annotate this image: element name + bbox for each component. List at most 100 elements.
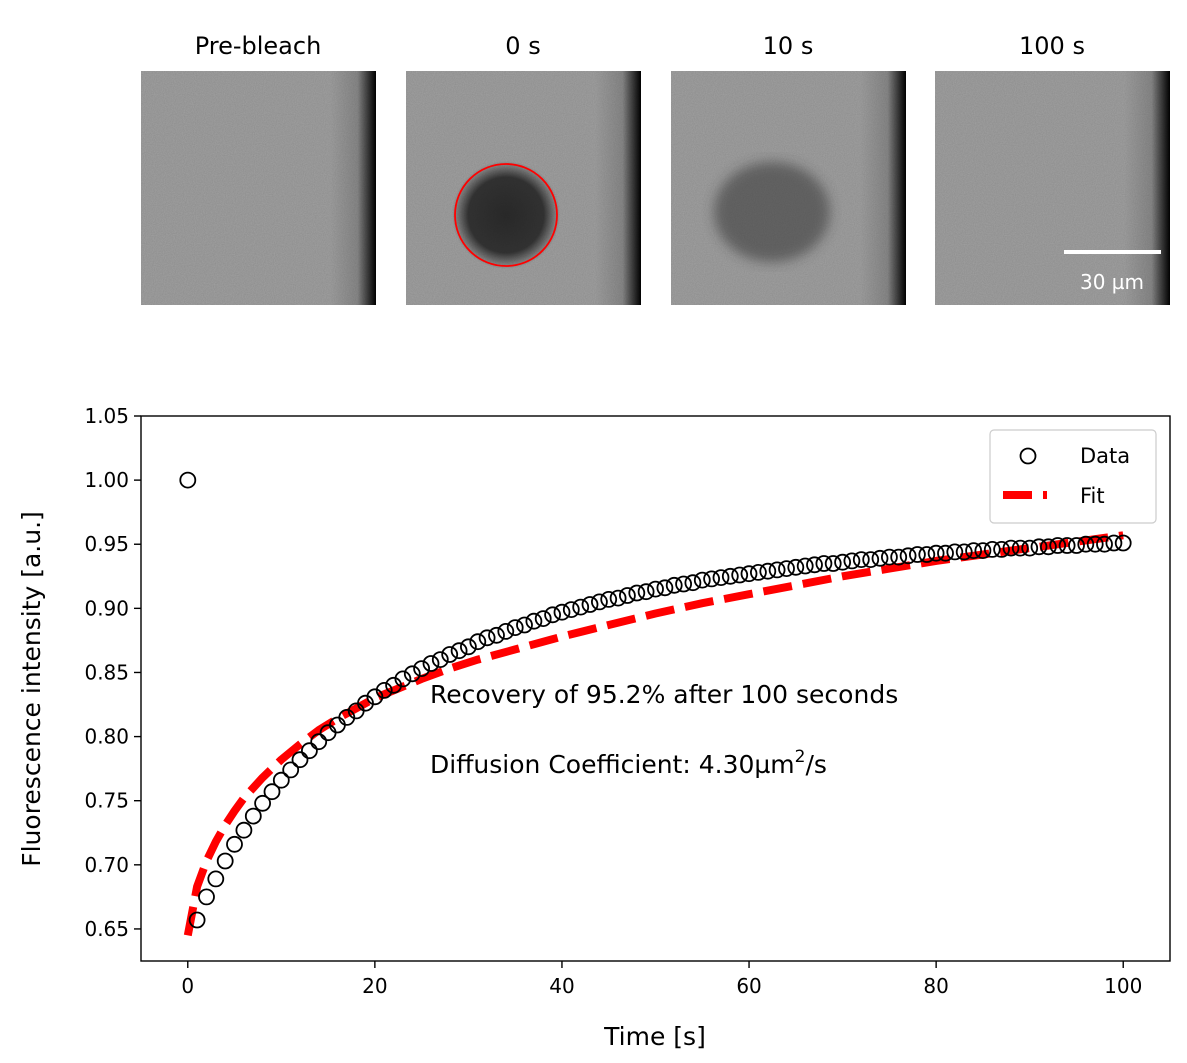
data-point [647, 580, 664, 598]
data-point [881, 548, 898, 566]
data-point [862, 551, 880, 568]
data-point [759, 562, 777, 580]
x-tick-label: 60 [736, 974, 761, 998]
panel-edge-shadow [595, 71, 641, 305]
data-point [983, 541, 1001, 558]
data-point [843, 552, 861, 570]
data-point [927, 544, 945, 562]
legend-data-label: Data [1080, 444, 1130, 468]
data-point [375, 682, 393, 699]
data-point [591, 593, 608, 611]
fit-line [183, 531, 1124, 937]
data-point [750, 564, 767, 581]
data-point [572, 598, 590, 616]
data-point [1105, 534, 1123, 552]
recovery-plot: 0.650.700.750.800.850.900.951.001.05 0 20… [17, 404, 1171, 1051]
legend: Data Fit [989, 429, 1157, 524]
data-point [516, 616, 533, 634]
data-point [291, 751, 309, 769]
data-point [637, 583, 655, 601]
data-point [235, 821, 253, 839]
panel-title: 100 s [1019, 32, 1085, 60]
data-point [525, 612, 543, 630]
data-point [263, 783, 281, 801]
fit-series [183, 531, 1124, 937]
data-point [544, 606, 561, 624]
data-point [394, 670, 412, 688]
data-point [310, 733, 328, 751]
data-point [693, 571, 711, 589]
data-point [413, 660, 431, 677]
data-point [675, 575, 692, 593]
bleach-spot [714, 162, 830, 262]
legend-fit-label: Fit [1080, 484, 1105, 508]
data-point [665, 576, 683, 594]
annotation-diffusion: Diffusion Coefficient: 4.30µm2/s [430, 747, 827, 779]
data-point [703, 570, 720, 588]
data-point [198, 888, 215, 906]
data-point [441, 646, 459, 663]
data-point [300, 742, 318, 760]
annotation-recovery: Recovery of 95.2% after 100 seconds [430, 680, 898, 709]
data-point [506, 619, 524, 636]
data-point [282, 761, 300, 779]
panel-pre-bleach: Pre-bleach [141, 32, 376, 305]
data-point [965, 542, 982, 559]
data-point [993, 541, 1010, 558]
data-point [871, 549, 889, 567]
data-point [937, 544, 954, 562]
annotation-diffusion-unit: /s [805, 750, 826, 779]
data-point [1114, 534, 1132, 552]
y-tick-label: 0.95 [84, 532, 129, 556]
data-point [1049, 537, 1067, 554]
y-tick-label: 1.05 [84, 404, 129, 428]
data-point [890, 548, 908, 566]
data-point [955, 543, 973, 561]
panel-edge-shadow [1124, 71, 1170, 305]
data-point [272, 771, 290, 789]
data-point [553, 603, 571, 621]
data-point [609, 589, 627, 607]
y-tick-label: 0.85 [84, 660, 129, 684]
data-point [581, 596, 599, 613]
bleach-roi-circle [454, 163, 558, 267]
data-point [796, 557, 814, 575]
bleach-spot [452, 161, 560, 269]
data-point [497, 623, 515, 640]
data-point [1096, 535, 1113, 553]
data-point [974, 542, 992, 559]
data-point [1068, 537, 1085, 554]
data-point [712, 569, 730, 586]
data-point [403, 665, 421, 683]
data-point [254, 794, 272, 812]
x-tick-label: 20 [362, 974, 387, 998]
data-point [768, 561, 786, 579]
x-axis-label: Time [s] [603, 1022, 706, 1051]
y-tick-label: 1.00 [84, 468, 129, 492]
data-point [1077, 535, 1095, 553]
data-point [478, 629, 496, 647]
data-point [244, 807, 262, 825]
data-point [207, 870, 225, 888]
x-tick-label: 100 [1104, 974, 1142, 998]
data-point [806, 556, 823, 574]
data-point [562, 601, 580, 618]
data-point [1040, 538, 1057, 556]
plot-frame [140, 415, 1171, 962]
data-point [918, 546, 936, 563]
annotation-diffusion-sup: 2 [795, 747, 806, 767]
data-point [431, 651, 449, 668]
panel-title: 10 s [763, 32, 814, 60]
panel-0s: 0 s [406, 32, 641, 305]
panel-title: Pre-bleach [195, 32, 322, 60]
annotation-diffusion-main: Diffusion Coefficient: 4.30µm [430, 750, 795, 779]
x-tick-label: 80 [923, 974, 948, 998]
panel-edge-shadow [860, 71, 906, 305]
data-point [656, 579, 674, 597]
y-axis-ticks: 0.65 0.70 0.75 0.80 0.85 0.90 0.95 1.00 1.05 [84, 404, 141, 941]
x-tick-label: 0 [181, 974, 194, 998]
data-point [226, 835, 243, 853]
data-point [450, 642, 468, 660]
data-point [834, 553, 851, 571]
data-point [619, 587, 636, 604]
